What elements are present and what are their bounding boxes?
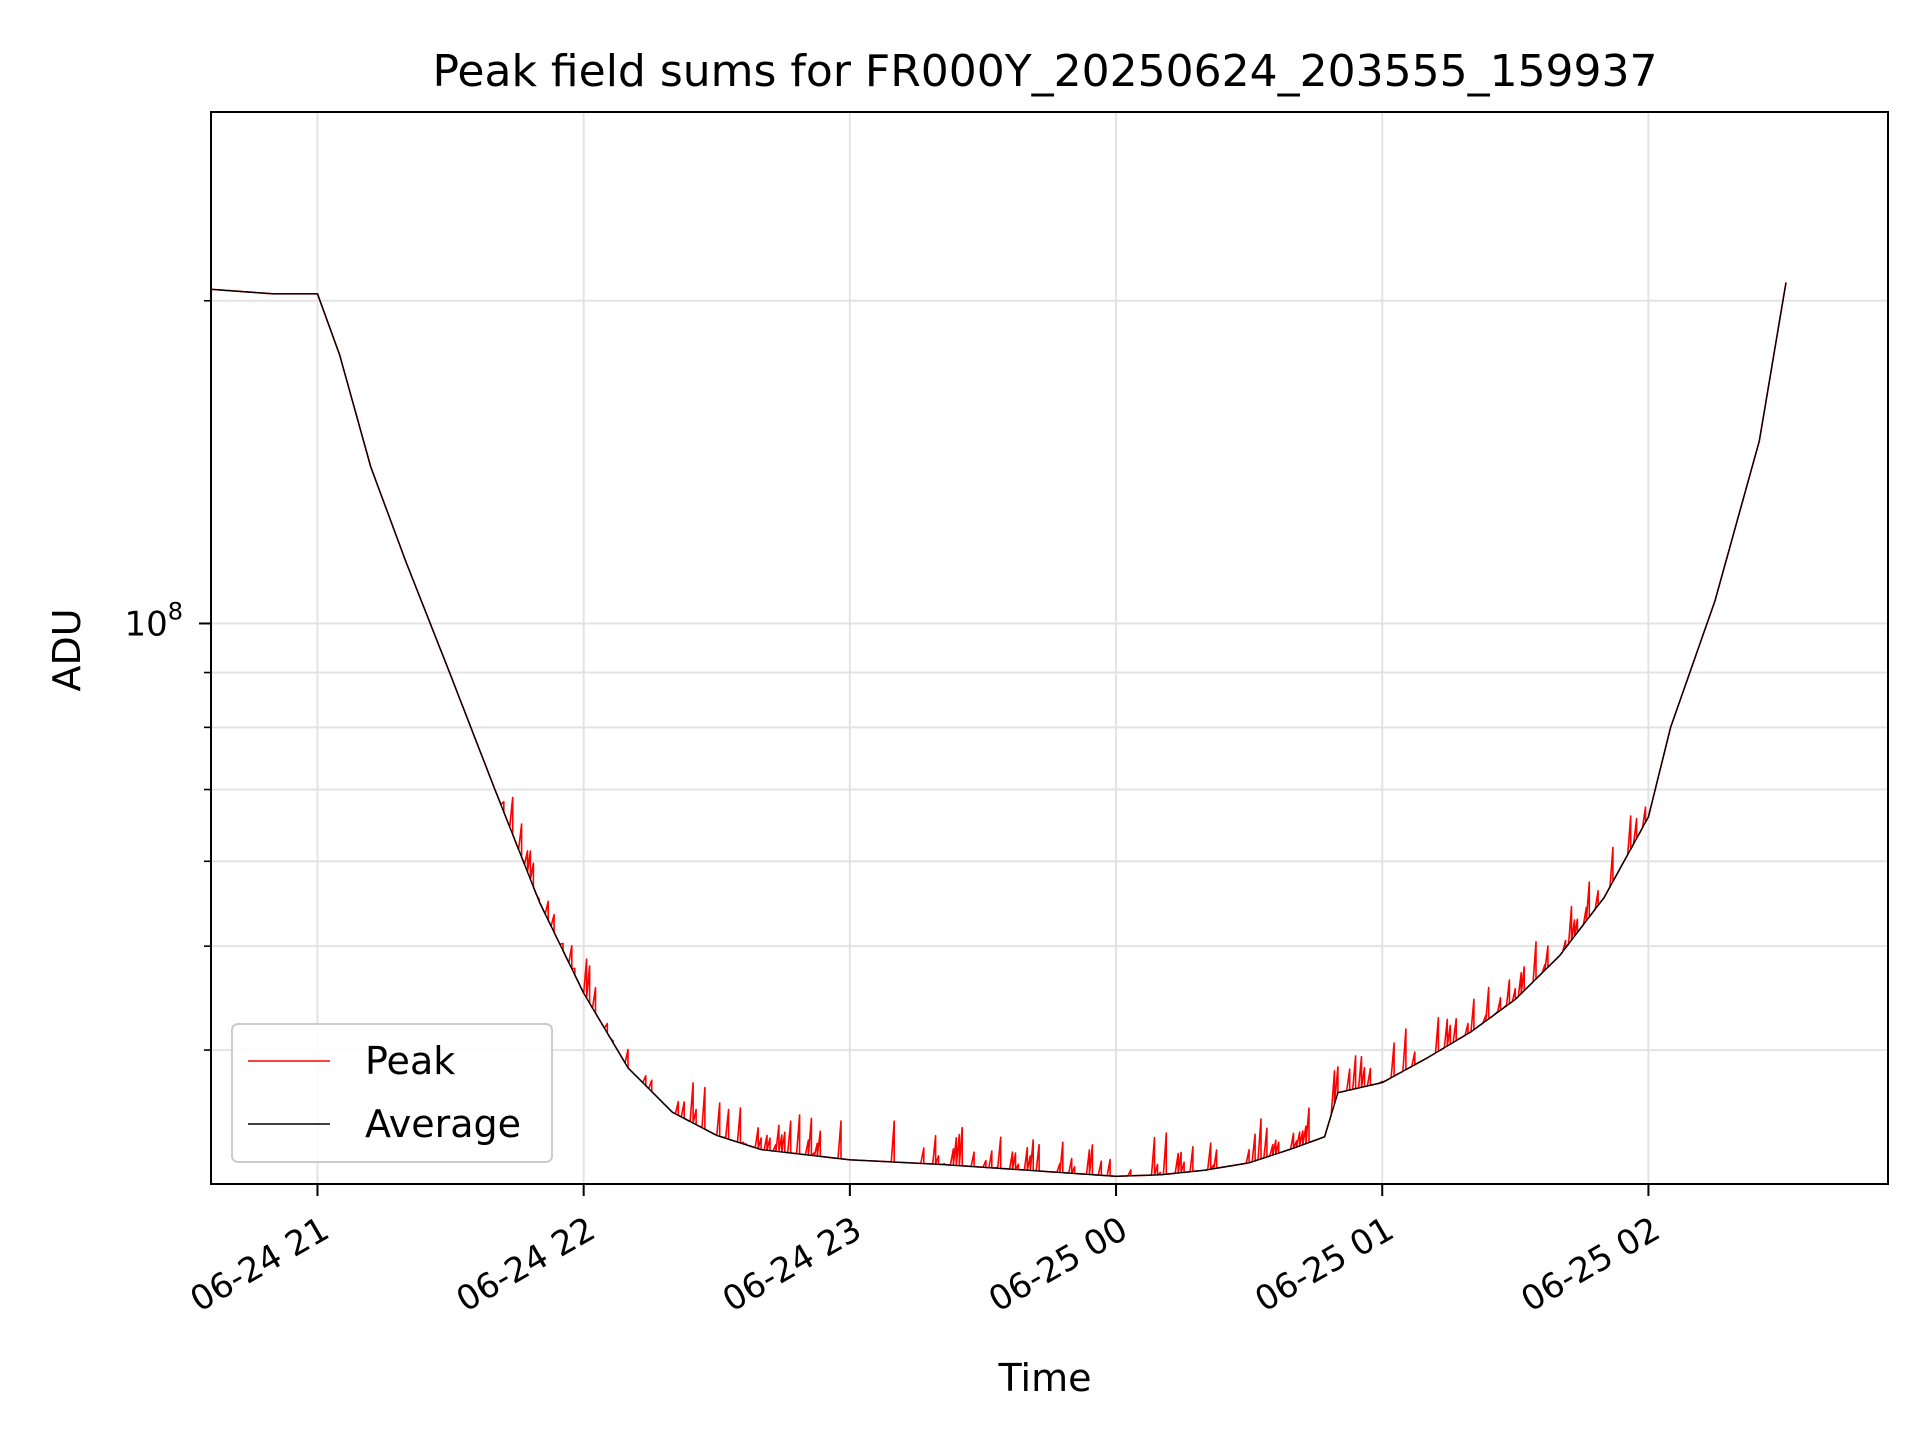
x-tick-label: 06-24 21 (184, 1209, 336, 1320)
x-axis-label: Time (998, 1356, 1092, 1400)
legend: Peak Average (231, 1023, 553, 1163)
y-tick-label-exponent: 8 (168, 597, 183, 625)
legend-label-peak: Peak (365, 1039, 455, 1083)
y-axis-label: ADU (45, 608, 89, 691)
series-line-average (211, 282, 1787, 1177)
plot-frame (210, 111, 1889, 1185)
legend-label-average: Average (365, 1102, 521, 1146)
x-tick-label: 06-25 01 (1248, 1209, 1400, 1320)
x-tick-label: 06-25 02 (1515, 1209, 1667, 1320)
chart-title: Peak field sums for FR000Y_20250624_2035… (432, 46, 1657, 97)
legend-box (231, 1023, 553, 1163)
x-tick-label: 06-24 23 (716, 1209, 868, 1320)
series-group (211, 282, 1787, 1178)
grid (211, 112, 1888, 1184)
y-tick-label: 108 (124, 597, 183, 644)
y-tick-label-base: 10 (124, 604, 167, 644)
x-tick-label: 06-25 00 (982, 1209, 1134, 1320)
axis-ticks: 06-24 21 06-24 22 06-24 23 06-25 00 06-25 01… (124, 299, 1667, 1320)
x-tick-label: 06-24 22 (450, 1209, 602, 1320)
